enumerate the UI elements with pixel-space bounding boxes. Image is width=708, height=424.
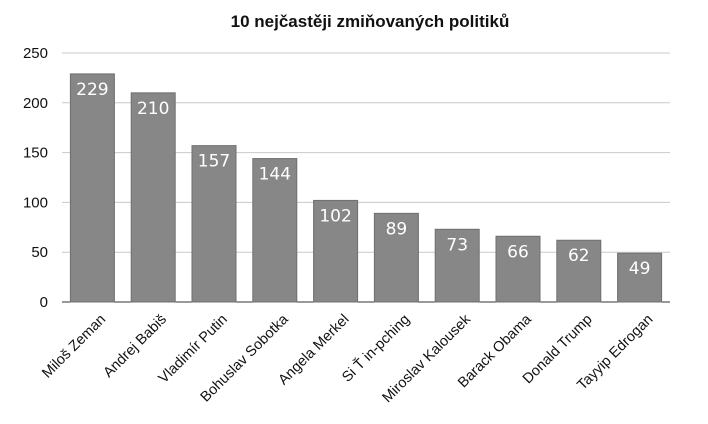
chart-title: 10 nejčastěji zmiňovaných politiků <box>231 12 510 31</box>
y-tick-label: 100 <box>23 194 48 211</box>
bar <box>434 228 480 303</box>
y-tick-label: 150 <box>23 145 48 162</box>
y-axis: 0 50 100 150 200 250 <box>23 45 48 311</box>
bar <box>130 92 176 303</box>
data-label: 229 <box>76 80 108 100</box>
bar <box>495 235 541 303</box>
data-label: 49 <box>629 259 651 279</box>
bar <box>556 239 602 303</box>
y-tick-label: 50 <box>31 244 48 261</box>
data-label: 66 <box>507 242 529 262</box>
bar <box>252 158 298 303</box>
data-label: 157 <box>198 152 230 172</box>
data-label: 89 <box>386 219 408 239</box>
y-tick-label: 0 <box>40 294 48 311</box>
bar <box>191 145 237 303</box>
data-label: 102 <box>319 206 351 226</box>
y-tick-label: 200 <box>23 95 48 112</box>
bars <box>69 73 663 303</box>
bar <box>313 199 359 303</box>
x-tick-label: Miloš Zeman <box>39 312 109 382</box>
bar <box>617 252 663 303</box>
bar <box>69 73 115 303</box>
data-label: 73 <box>446 235 468 255</box>
data-labels: 229 210 157 144 102 89 73 66 62 49 <box>76 80 650 279</box>
bar <box>373 212 419 303</box>
data-label: 210 <box>137 99 169 119</box>
y-tick-label: 250 <box>23 45 48 62</box>
data-label: 144 <box>259 165 291 185</box>
data-label: 62 <box>568 246 590 266</box>
